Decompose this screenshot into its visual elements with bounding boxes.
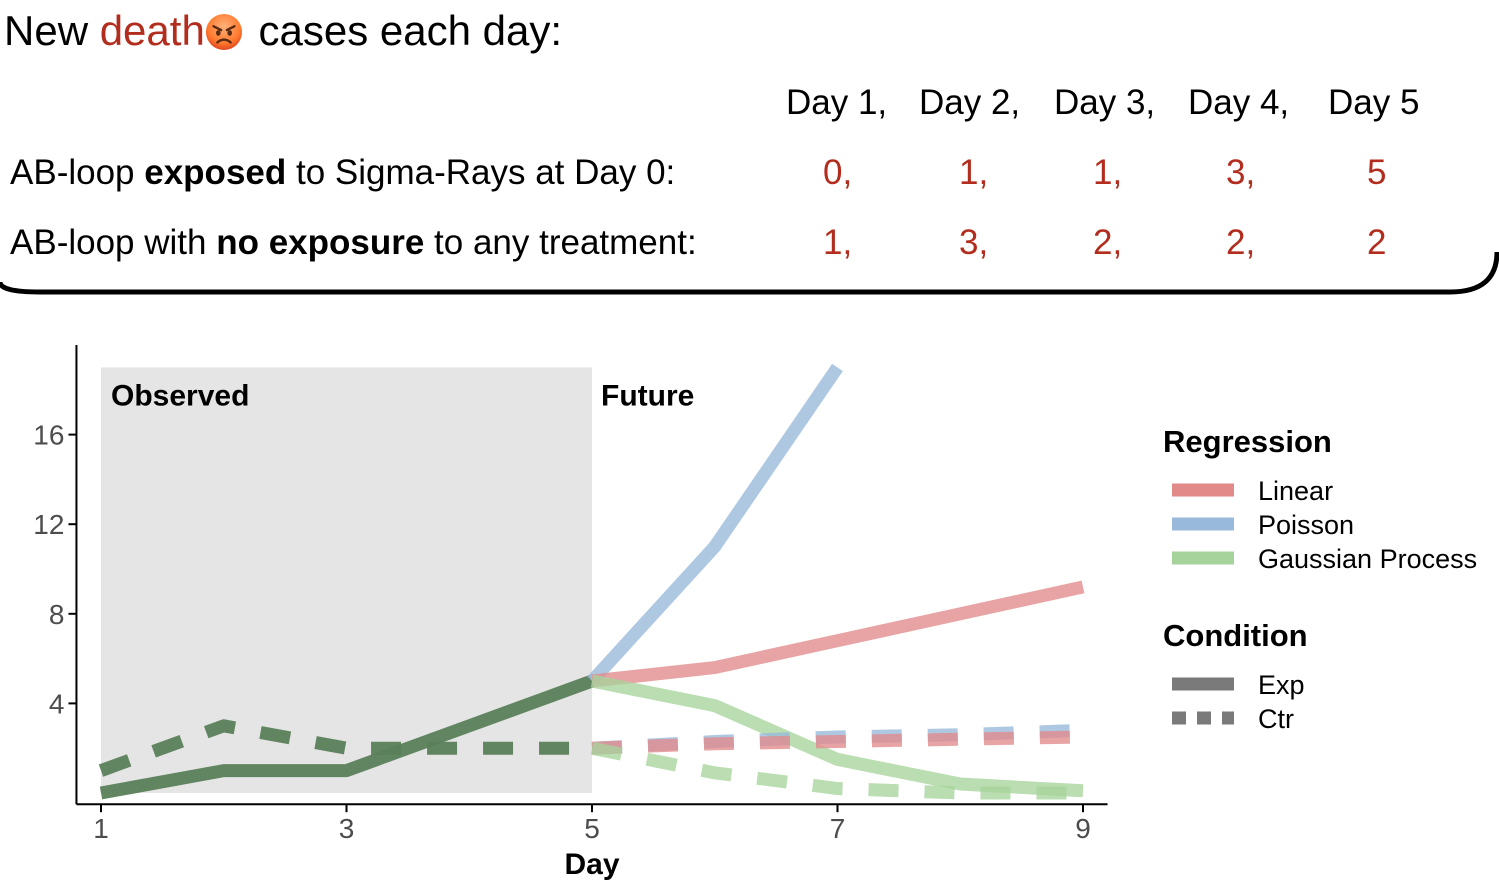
cell-value: 1, bbox=[959, 153, 989, 192]
legend-label: Exp bbox=[1258, 670, 1305, 700]
x-tick-label: 1 bbox=[93, 813, 109, 844]
day-header: Day 1, bbox=[786, 83, 888, 122]
title-suffix: cases each day: bbox=[246, 7, 562, 54]
title-prefix: New bbox=[4, 7, 100, 54]
cell-value: 2, bbox=[1226, 223, 1256, 262]
x-tick-label: 7 bbox=[830, 813, 846, 844]
row-label-no-exposure: AB-loop with no exposure to any treatmen… bbox=[10, 223, 697, 262]
cell-value: 0, bbox=[823, 153, 853, 192]
observed-region bbox=[101, 367, 592, 793]
legend-label: Poisson bbox=[1258, 510, 1354, 540]
y-tick-label: 8 bbox=[49, 599, 65, 630]
series-line-gaussian-process-exp bbox=[590, 674, 1084, 798]
angry-face-icon bbox=[205, 13, 242, 51]
day-header: Day 5 bbox=[1328, 83, 1420, 122]
legend-label: Linear bbox=[1258, 476, 1333, 506]
y-tick-label: 4 bbox=[49, 688, 65, 719]
cell-value: 1, bbox=[823, 223, 853, 262]
legend-title-regression: Regression bbox=[1163, 424, 1332, 459]
y-tick-label: 12 bbox=[33, 509, 64, 540]
day-header: Day 4, bbox=[1188, 83, 1290, 122]
series-line-poisson-exp bbox=[587, 363, 843, 686]
row-label-exposed: AB-loop exposed to Sigma-Rays at Day 0: bbox=[10, 153, 676, 192]
series-line-linear-exp bbox=[591, 580, 1085, 688]
series-line-observed-exp bbox=[99, 674, 595, 800]
legend-title-condition: Condition bbox=[1163, 618, 1308, 653]
region-label-future: Future bbox=[601, 379, 694, 412]
region-label-observed: Observed bbox=[111, 379, 249, 412]
x-tick-label: 9 bbox=[1075, 813, 1091, 844]
title-highlight: death bbox=[99, 7, 205, 54]
cell-value: 3, bbox=[1226, 153, 1256, 192]
series-line-poisson-ctr bbox=[591, 723, 1084, 755]
cell-value: 2 bbox=[1367, 223, 1387, 262]
cell-value: 3, bbox=[959, 223, 989, 262]
cell-value: 5 bbox=[1367, 153, 1387, 192]
x-axis-label: Day bbox=[564, 848, 619, 881]
series-line-observed-ctr bbox=[98, 719, 592, 777]
day-header: Day 3, bbox=[1054, 83, 1156, 122]
cell-value: 2, bbox=[1093, 223, 1123, 262]
legend-label: Gaussian Process bbox=[1258, 544, 1477, 574]
x-tick-label: 5 bbox=[584, 813, 600, 844]
cell-value: 1, bbox=[1093, 153, 1123, 192]
series-line-gaussian-process-ctr bbox=[590, 741, 1083, 800]
day-header: Day 2, bbox=[919, 83, 1021, 122]
series-line-linear-ctr bbox=[591, 730, 1084, 755]
page-title: New death cases each day: bbox=[4, 6, 562, 56]
x-tick-label: 3 bbox=[339, 813, 355, 844]
legend-label: Ctr bbox=[1258, 704, 1294, 734]
y-tick-label: 16 bbox=[33, 420, 64, 451]
